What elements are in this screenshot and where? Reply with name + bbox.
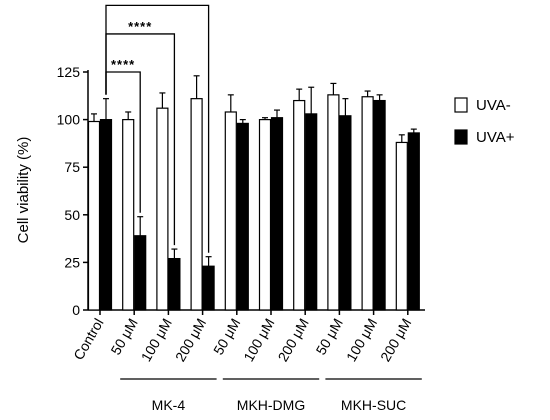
significance-bracket	[105, 4, 210, 253]
significance-label: ****	[145, 0, 169, 5]
x-tick-label: 50 μM	[107, 316, 140, 358]
bar-uva-	[258, 118, 272, 311]
bar-uva-	[339, 115, 352, 311]
bar-uva-	[202, 265, 215, 311]
group-label: MK-4	[152, 397, 186, 413]
legend-swatch-uva-	[454, 129, 468, 145]
y-tick-label: 100	[57, 112, 81, 128]
bar-uva-	[373, 99, 386, 311]
bar-uva-	[134, 235, 147, 311]
x-tick-label: 200 μM	[274, 316, 311, 365]
bar-uva-	[190, 98, 203, 311]
x-tick-label: 50 μM	[313, 316, 346, 358]
bar-uva-	[305, 113, 318, 311]
x-tick-label: 100 μM	[343, 316, 380, 365]
bar-uva-	[293, 99, 306, 311]
bar-uva-	[361, 96, 374, 311]
legend-label: UVA-	[476, 97, 511, 114]
legend-swatch-uva-	[454, 97, 468, 113]
y-tick-label: 125	[57, 64, 81, 80]
bar-uva-	[270, 117, 284, 311]
x-tick-label: Control	[70, 316, 106, 363]
group-label: MKH-DMG	[237, 397, 305, 413]
bar-uva-	[99, 118, 113, 311]
y-tick-label: 25	[64, 254, 80, 270]
legend: UVA- UVA+	[454, 97, 515, 146]
y-tick-label: 50	[64, 207, 80, 223]
bar-uva-	[407, 132, 420, 311]
bar-uva-	[87, 120, 101, 311]
x-tick-label: 100 μM	[240, 316, 277, 365]
x-tick-label: 50 μM	[210, 316, 243, 358]
y-tick-label: 75	[64, 159, 80, 175]
x-tick-label: 200 μM	[172, 316, 209, 365]
bar-uva-	[224, 111, 237, 311]
group-label: MKH-SUC	[341, 397, 406, 413]
x-tick-label: 100 μM	[138, 316, 175, 365]
y-tick-label: 0	[72, 302, 80, 318]
x-tick-label: 200 μM	[377, 316, 414, 365]
bar-uva-	[395, 141, 408, 311]
significance-label: ****	[128, 19, 152, 34]
significance-label: ****	[111, 57, 135, 72]
legend-label: UVA+	[476, 129, 515, 146]
bar-uva-	[327, 94, 340, 311]
bar-uva-	[122, 118, 135, 311]
y-axis-title: Cell viability (%)	[15, 137, 32, 244]
bar-uva-	[236, 122, 249, 311]
bar-uva-	[168, 257, 181, 311]
bar-uva-	[156, 107, 169, 311]
